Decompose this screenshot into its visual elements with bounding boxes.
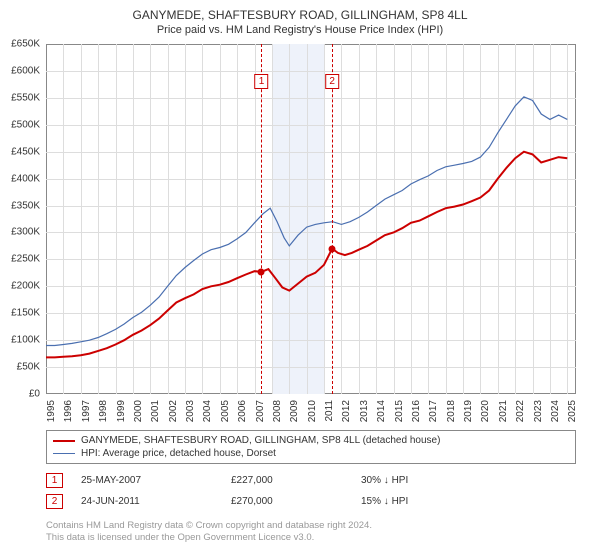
legend-label-hpi: HPI: Average price, detached house, Dors… — [81, 448, 276, 459]
marker-dot — [258, 268, 265, 275]
x-tick-label: 2018 — [446, 400, 457, 422]
x-tick-label: 2024 — [550, 400, 561, 422]
attribution-line1: Contains HM Land Registry data © Crown c… — [46, 520, 576, 532]
x-tick-label: 1997 — [81, 400, 92, 422]
x-tick-label: 2020 — [480, 400, 491, 422]
x-tick-label: 2013 — [359, 400, 370, 422]
x-tick-label: 2008 — [272, 400, 283, 422]
y-tick-label: £550K — [11, 92, 40, 103]
x-tick-label: 1998 — [98, 400, 109, 422]
line-series-svg — [46, 44, 576, 394]
legend-item-hpi: HPI: Average price, detached house, Dors… — [53, 447, 569, 460]
x-tick-label: 1996 — [63, 400, 74, 422]
chart-title: GANYMEDE, SHAFTESBURY ROAD, GILLINGHAM, … — [0, 0, 600, 22]
x-tick-label: 2022 — [515, 400, 526, 422]
y-tick-label: £650K — [11, 39, 40, 50]
legend-item-property: GANYMEDE, SHAFTESBURY ROAD, GILLINGHAM, … — [53, 434, 569, 447]
x-tick-label: 1995 — [46, 400, 57, 422]
y-tick-label: £150K — [11, 308, 40, 319]
x-tick-label: 2010 — [307, 400, 318, 422]
chart-subtitle: Price paid vs. HM Land Registry's House … — [0, 22, 600, 36]
x-tick-label: 1999 — [116, 400, 127, 422]
x-tick-label: 2021 — [498, 400, 509, 422]
x-tick-label: 2025 — [567, 400, 578, 422]
tx-price: £227,000 — [231, 475, 361, 486]
x-tick-label: 2003 — [185, 400, 196, 422]
chart-container: GANYMEDE, SHAFTESBURY ROAD, GILLINGHAM, … — [0, 0, 600, 560]
x-tick-label: 2000 — [133, 400, 144, 422]
legend-swatch-property — [53, 440, 75, 442]
y-tick-label: £300K — [11, 227, 40, 238]
x-tick-label: 2011 — [324, 400, 335, 422]
y-tick-label: £400K — [11, 173, 40, 184]
x-tick-label: 2014 — [376, 400, 387, 422]
tx-date: 24-JUN-2011 — [81, 496, 231, 507]
x-tick-label: 2017 — [428, 400, 439, 422]
x-tick-label: 2019 — [463, 400, 474, 422]
series-hpi — [46, 97, 567, 346]
x-tick-label: 2006 — [237, 400, 248, 422]
y-tick-label: £350K — [11, 200, 40, 211]
tx-tag: 1 — [46, 473, 63, 488]
y-tick-label: £250K — [11, 254, 40, 265]
tx-tag: 2 — [46, 494, 63, 509]
attribution: Contains HM Land Registry data © Crown c… — [46, 520, 576, 545]
x-tick-label: 2002 — [168, 400, 179, 422]
marker-tag: 2 — [325, 74, 339, 89]
y-tick-label: £50K — [17, 362, 40, 373]
legend: GANYMEDE, SHAFTESBURY ROAD, GILLINGHAM, … — [46, 430, 576, 464]
y-tick-label: £450K — [11, 146, 40, 157]
table-row: 2 24-JUN-2011 £270,000 15% ↓ HPI — [46, 491, 576, 512]
marker-tag: 1 — [255, 74, 269, 89]
table-row: 1 25-MAY-2007 £227,000 30% ↓ HPI — [46, 470, 576, 491]
y-tick-label: £600K — [11, 65, 40, 76]
y-tick-label: £100K — [11, 335, 40, 346]
legend-swatch-hpi — [53, 453, 75, 454]
x-tick-label: 2007 — [255, 400, 266, 422]
transaction-table: 1 25-MAY-2007 £227,000 30% ↓ HPI 2 24-JU… — [46, 470, 576, 512]
series-property — [46, 152, 567, 358]
x-tick-label: 2001 — [150, 400, 161, 422]
marker-dot — [329, 245, 336, 252]
x-tick-label: 2015 — [394, 400, 405, 422]
tx-hpi: 15% ↓ HPI — [361, 496, 576, 507]
x-tick-label: 2005 — [220, 400, 231, 422]
tx-hpi: 30% ↓ HPI — [361, 475, 576, 486]
marker-line — [332, 44, 333, 394]
y-tick-label: £200K — [11, 281, 40, 292]
x-tick-label: 2023 — [533, 400, 544, 422]
chart-plot-area: 12 £0£50K£100K£150K£200K£250K£300K£350K£… — [46, 44, 576, 394]
attribution-line2: This data is licensed under the Open Gov… — [46, 532, 576, 544]
legend-label-property: GANYMEDE, SHAFTESBURY ROAD, GILLINGHAM, … — [81, 435, 440, 446]
marker-line — [261, 44, 262, 394]
x-tick-label: 2004 — [202, 400, 213, 422]
y-tick-label: £500K — [11, 119, 40, 130]
y-tick-label: £0 — [29, 389, 40, 400]
tx-date: 25-MAY-2007 — [81, 475, 231, 486]
tx-price: £270,000 — [231, 496, 361, 507]
x-tick-label: 2009 — [289, 400, 300, 422]
x-tick-label: 2012 — [341, 400, 352, 422]
x-tick-label: 2016 — [411, 400, 422, 422]
